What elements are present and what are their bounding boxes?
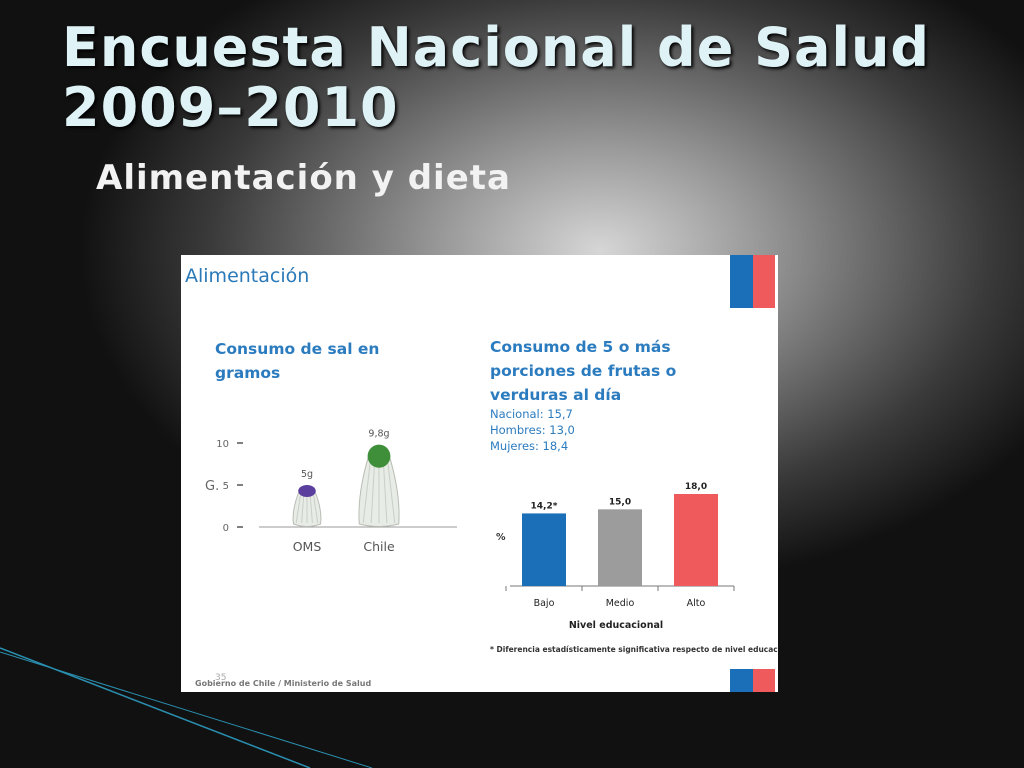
fruit-data-label: 14,2* <box>531 501 558 511</box>
stat-hombres: Hombres: 13,0 <box>490 423 575 437</box>
fruit-category-label: Alto <box>687 598 706 609</box>
panel-heading: Alimentación <box>185 265 310 287</box>
salt-ylabel: G. <box>205 479 219 494</box>
salt-shaker-chile <box>358 444 400 527</box>
fruit-bar-alto <box>674 494 718 586</box>
fruit-xlabel: Nivel educacional <box>569 620 663 631</box>
fruit-bar-bajo <box>522 513 566 586</box>
stat-mujeres: Mujeres: 18,4 <box>490 439 569 453</box>
salt-tick-label: 5 <box>223 481 229 492</box>
chile-flag-stripe-bottom <box>730 669 775 692</box>
fruit-category-label: Medio <box>606 598 635 609</box>
salt-shaker-oms <box>292 485 322 527</box>
fruit-data-label: 15,0 <box>609 497 631 507</box>
fruit-bar-medio <box>598 509 642 586</box>
salt-tick-label: 10 <box>216 439 229 450</box>
chart-panel: Alimentación Consumo de sal en gramos G.… <box>181 255 778 692</box>
stat-nacional: Nacional: 15,7 <box>490 407 573 421</box>
salt-tick-label: 0 <box>223 523 229 534</box>
salt-chart: G. 0 5 10 5g OMS 9,8g Chile <box>205 429 457 554</box>
fruit-chart-title: Consumo de 5 o más porciones de frutas o… <box>490 338 677 404</box>
salt-category-label: Chile <box>363 539 395 554</box>
fruit-stats: Nacional: 15,7 Hombres: 13,0 Mujeres: 18… <box>490 406 575 454</box>
fruit-category-label: Bajo <box>534 598 555 609</box>
fruit-ylabel: % <box>496 532 506 543</box>
fruit-data-label: 18,0 <box>685 482 707 492</box>
slide-title: Encuesta Nacional de Salud 2009–2010 <box>62 16 931 139</box>
salt-data-label: 5g <box>301 469 313 480</box>
fruit-footnote: * Diferencia estadísticamente significat… <box>490 645 778 654</box>
salt-chart-title: Consumo de sal en gramos <box>215 340 380 382</box>
page-number: 35 <box>215 673 227 683</box>
panel-footer: Gobierno de Chile / Ministerio de Salud <box>195 679 372 688</box>
salt-category-label: OMS <box>293 539 322 554</box>
fruit-chart: % Nivel educacional 14,2* Bajo 15,0 Medio 18… <box>496 482 735 631</box>
salt-data-label: 9,8g <box>368 429 389 440</box>
chile-flag-stripe-top <box>730 255 775 308</box>
slide-subtitle: Alimentación y dieta <box>96 158 511 198</box>
